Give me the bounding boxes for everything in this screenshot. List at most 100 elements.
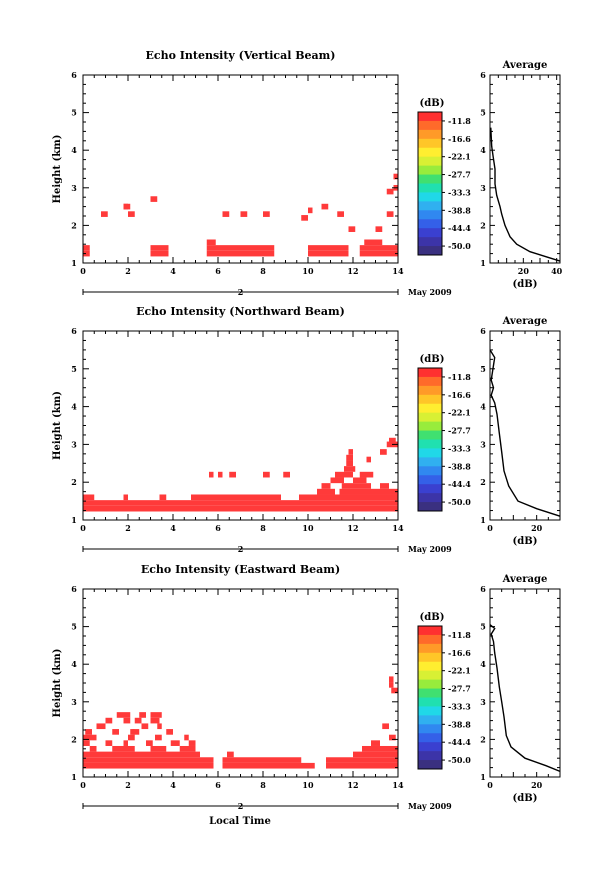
average-y-tick-label: 2 <box>480 220 486 230</box>
echo-cell <box>308 207 313 214</box>
colorbar-tick-label: -11.8 <box>448 116 471 126</box>
day-label: 2 <box>238 801 244 811</box>
echo-cell <box>166 729 173 735</box>
colorbar-swatch <box>418 661 442 672</box>
colorbar-tick-label: -16.6 <box>448 390 471 400</box>
colorbar-tick-label: -44.4 <box>448 737 471 747</box>
panel-2: Echo Intensity (Northward Beam)0 2 4 6 8 10 12… <box>52 305 561 554</box>
average-x-tick-label: 20 <box>531 523 543 533</box>
echo-cell <box>362 745 398 752</box>
colorbar-swatch <box>418 457 442 467</box>
colorbar-swatch <box>418 439 442 449</box>
echo-cell <box>301 215 308 221</box>
day-label: 2 <box>238 287 244 297</box>
average-y-tick-label: 2 <box>480 477 486 487</box>
echo-cell <box>393 173 398 180</box>
echo-cell <box>155 734 162 741</box>
average-y-tick-label: 4 <box>480 402 486 412</box>
average-y-tick-label: 1 <box>480 258 486 268</box>
echo-cell <box>116 712 131 718</box>
echo-cell <box>150 712 162 718</box>
echo-cell <box>263 471 270 478</box>
echo-cell <box>130 729 135 735</box>
echo-cell <box>222 762 315 769</box>
x-tick-label: 8 <box>260 780 266 790</box>
echo-cell <box>85 729 92 735</box>
echo-cell <box>150 196 158 202</box>
colorbar-swatch <box>418 634 442 645</box>
x-tick-label: 14 <box>392 523 404 533</box>
echo-cell <box>188 740 196 746</box>
colorbar-swatch <box>418 120 442 131</box>
echo-cell <box>83 762 214 769</box>
colorbar-swatch <box>418 706 442 716</box>
colorbar-swatch <box>418 246 442 256</box>
average-y-tick-label: 5 <box>480 108 486 118</box>
colorbar-tick-label: -22.1 <box>448 408 471 418</box>
average-title: Average <box>502 316 548 327</box>
colorbar-swatch <box>418 733 442 743</box>
colorbar-tick-label: -38.8 <box>448 205 471 215</box>
y-tick-label: 3 <box>71 697 77 707</box>
echo-cell <box>206 239 216 246</box>
echo-cell <box>83 751 200 758</box>
echo-cell <box>83 757 214 763</box>
echo-cell <box>337 211 344 217</box>
plot-frame <box>82 74 399 264</box>
colorbar-swatch <box>418 385 442 396</box>
echo-cell <box>335 471 353 478</box>
y-tick-label: 4 <box>71 145 77 155</box>
average-y-tick-label: 1 <box>480 515 486 525</box>
colorbar-swatch <box>418 430 442 440</box>
colorbar-swatch <box>418 156 442 167</box>
colorbar-swatch <box>418 201 442 211</box>
y-tick-label: 5 <box>71 364 77 374</box>
average-y-tick-label: 4 <box>480 145 486 155</box>
echo-cell <box>389 734 396 741</box>
chart-title: Echo Intensity (Northward Beam) <box>136 305 345 318</box>
colorbar-tick-label: -33.3 <box>448 443 471 453</box>
date-label: May 2009 <box>408 544 452 554</box>
colorbar-tick-label: -44.4 <box>448 223 471 233</box>
echo-cell <box>364 239 383 246</box>
average-x-label: (dB) <box>513 536 538 547</box>
echo-cell <box>83 505 398 512</box>
y-tick-label: 3 <box>71 183 77 193</box>
colorbar-swatch <box>418 421 442 432</box>
echo-cell <box>227 751 234 758</box>
x-tick-label: 4 <box>170 780 176 790</box>
colorbar-swatch <box>418 670 442 681</box>
echo-cell <box>283 471 290 478</box>
echo-cell <box>206 245 275 251</box>
echo-cell <box>353 751 398 758</box>
colorbar-tick-label: -38.8 <box>448 461 471 471</box>
colorbar-swatch <box>418 502 442 512</box>
echo-cell <box>389 682 394 688</box>
average-frame <box>489 74 561 264</box>
echo-cell <box>346 454 353 461</box>
x-tick-label: 10 <box>302 523 314 533</box>
y-tick-label: 6 <box>71 70 77 80</box>
echo-cell <box>128 211 135 217</box>
colorbar-swatch <box>418 679 442 690</box>
average-y-tick-label: 4 <box>480 659 486 669</box>
echo-cell <box>389 676 394 683</box>
colorbar-unit: (dB) <box>420 98 445 109</box>
colorbar-tick-label: -11.8 <box>448 372 471 382</box>
colorbar-tick-label: -16.6 <box>448 648 471 658</box>
echo-cell <box>321 203 329 210</box>
average-frame <box>489 330 561 521</box>
x-tick-label: 12 <box>347 266 358 276</box>
y-axis-label: Height (km) <box>52 135 63 204</box>
colorbar-swatch <box>418 697 442 707</box>
average-y-tick-label: 6 <box>480 584 486 594</box>
echo-cell <box>326 762 398 769</box>
colorbar-tick-label: -27.7 <box>448 426 471 436</box>
echo-cell <box>123 494 128 501</box>
colorbar-swatch <box>418 475 442 485</box>
colorbar-tick-label: -27.7 <box>448 684 471 694</box>
average-x-tick-label: 40 <box>551 266 563 276</box>
echo-cell <box>348 449 353 455</box>
colorbar-swatch <box>418 742 442 752</box>
